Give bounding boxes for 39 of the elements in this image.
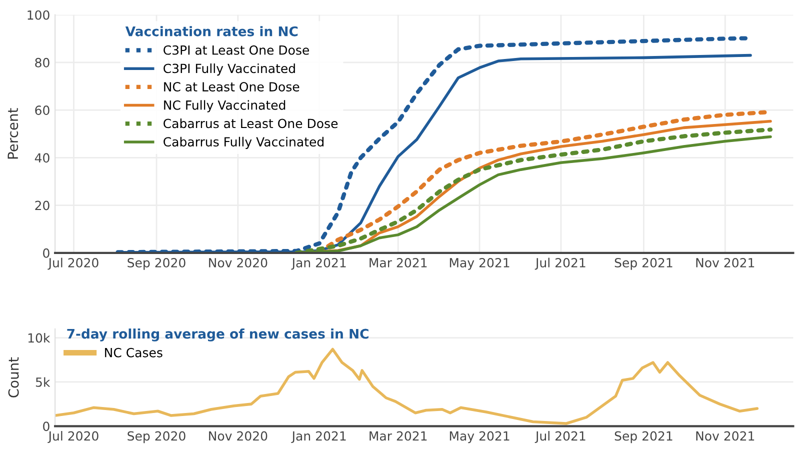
legend-title: Vaccination rates in NC xyxy=(125,26,298,36)
y-tick-label: 100 xyxy=(28,10,50,20)
x-tick-label: Jul 2020 xyxy=(48,258,98,270)
x-tick-label: Sep 2020 xyxy=(128,431,186,444)
x-tick-label: Nov 2020 xyxy=(209,431,268,441)
x-tick-label: Sep 2021 xyxy=(614,258,672,270)
x-tick-label: May 2021 xyxy=(450,431,510,444)
legend-label: NC Fully Vaccinated xyxy=(164,100,286,112)
legend-label: Cabarrus at Least One Dose xyxy=(164,118,338,128)
x-tick-label: Jul 2020 xyxy=(48,431,98,444)
x-tick-label: Sep 2021 xyxy=(614,431,672,444)
x-tick-label: Sep 2020 xyxy=(128,258,186,270)
x-tick-label: May 2021 xyxy=(450,258,510,270)
y-tick-label: 0 xyxy=(43,248,50,258)
legend-label: NC at Least One Dose xyxy=(164,82,300,92)
x-tick-label: Mar 2021 xyxy=(370,431,427,441)
y-axis-title: Percent xyxy=(8,108,18,159)
x-tick-label: Jul 2021 xyxy=(534,431,586,444)
legend-label: Cabarrus Fully Vaccinated xyxy=(164,136,324,149)
x-tick-label: Nov 2021 xyxy=(696,258,754,268)
y-tick-label: 5k xyxy=(36,377,50,387)
x-tick-label: Nov 2021 xyxy=(696,431,754,441)
x-tick-label: Nov 2020 xyxy=(209,258,268,268)
y-tick-label: 80 xyxy=(35,58,50,68)
x-tick-label: Mar 2021 xyxy=(370,258,427,268)
line-series xyxy=(55,348,759,425)
y-tick-label: 10k xyxy=(28,333,50,343)
x-tick-label: Jan 2021 xyxy=(291,431,346,444)
x-tick-label: Jan 2021 xyxy=(291,258,346,270)
legend-label: C3PI Fully Vaccinated xyxy=(164,63,295,76)
legend-title: 7-day rolling average of new cases in NC xyxy=(67,328,368,342)
legend-label: C3PI at Least One Dose xyxy=(164,45,309,55)
y-tick-label: 0 xyxy=(43,422,50,432)
y-tick-label: 20 xyxy=(35,200,50,210)
legend-label: NC Cases xyxy=(105,348,162,358)
y-axis-title: Count xyxy=(8,357,19,398)
y-tick-label: 60 xyxy=(35,106,50,115)
x-tick-label: Jul 2021 xyxy=(534,258,586,270)
y-tick-label: 40 xyxy=(34,153,50,163)
